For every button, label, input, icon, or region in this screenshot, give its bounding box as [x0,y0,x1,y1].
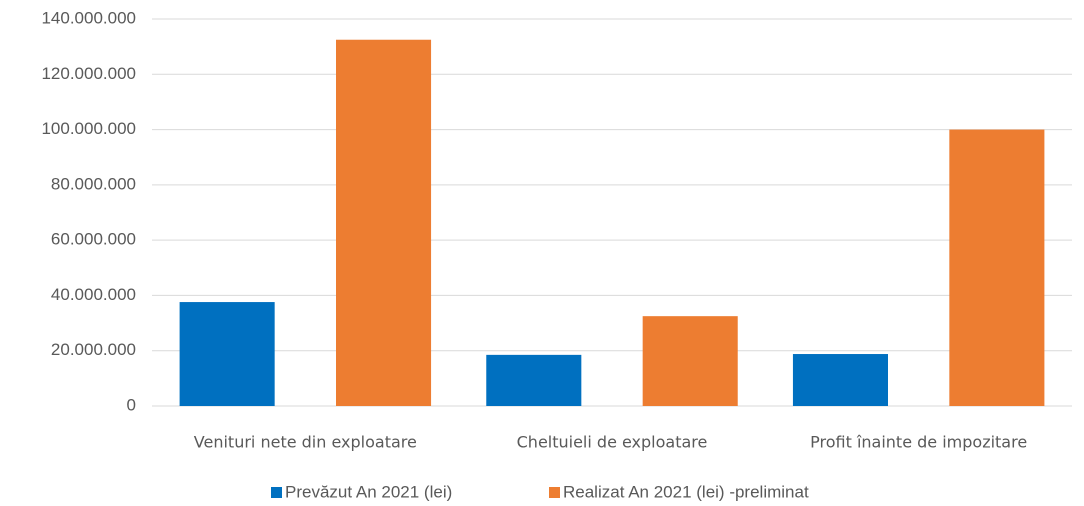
y-tick-label: 60.000.000 [51,230,136,249]
x-tick-label: Venituri nete din exploatare [194,433,417,452]
legend-label: Realizat An 2021 (lei) -preliminat [563,482,809,501]
bar [642,316,738,406]
y-tick-label: 140.000.000 [41,8,136,27]
y-tick-label: 80.000.000 [51,174,136,193]
y-tick-label: 40.000.000 [51,285,136,304]
x-tick-label: Cheltuieli de exploatare [517,433,708,452]
y-tick-label: 0 [127,395,136,414]
y-tick-label: 100.000.000 [41,119,136,138]
bar [179,302,275,406]
bar [336,39,432,406]
legend-swatch [271,487,282,498]
bar [949,129,1045,407]
bar [792,354,888,406]
x-tick-label: Profit înainte de impozitare [810,433,1027,452]
bar [486,354,582,406]
legend-label: Prevăzut An 2021 (lei) [285,482,452,501]
y-tick-label: 120.000.000 [41,64,136,83]
legend-swatch [549,487,560,498]
y-tick-label: 20.000.000 [51,340,136,359]
